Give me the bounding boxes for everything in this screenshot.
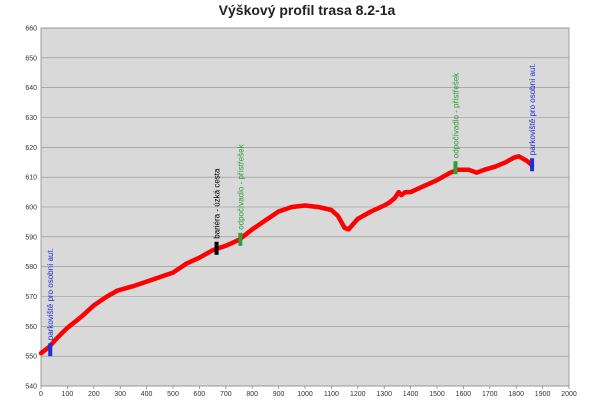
y-tick-label: 540 [25, 384, 37, 391]
y-axis-ticks: 540 550 560 570 580 590 600 610 620 630 640 650 660 [25, 26, 37, 391]
y-tick-label: 610 [25, 175, 37, 182]
waypoint-label: parkoviště pro osobní aut. [528, 63, 537, 155]
x-tick-label: 200 [88, 391, 100, 398]
waypoint-label: odpočívadlo - přístřešek [452, 72, 461, 158]
waypoint-marker [453, 161, 458, 175]
waypoint-marker [214, 241, 219, 255]
x-tick-label: 700 [220, 391, 232, 398]
x-tick-label: 1400 [403, 391, 419, 398]
y-tick-label: 580 [25, 264, 37, 271]
y-tick-label: 600 [25, 205, 37, 212]
annotations-layer: parkoviště pro osobní aut. bariéra - úzká… [46, 63, 537, 357]
y-tick-label: 620 [25, 145, 37, 152]
x-tick-label: 400 [141, 391, 153, 398]
y-tick-label: 550 [25, 354, 37, 361]
waypoint-label: odpočívadlo - přístřešek [236, 143, 245, 229]
x-tick-label: 1800 [508, 391, 524, 398]
waypoint-label: parkoviště pro osobní aut. [46, 248, 55, 340]
x-tick-label: 800 [246, 391, 258, 398]
series-layer [38, 154, 535, 356]
y-tick-label: 590 [25, 234, 37, 241]
y-tick-label: 640 [25, 85, 37, 92]
y-tick-label: 660 [25, 26, 37, 33]
y-tick-label: 570 [25, 294, 37, 301]
waypoint-marker [530, 158, 535, 172]
gridlines [41, 27, 569, 387]
waypoint-marker [48, 343, 53, 357]
waypoint-marker [238, 232, 243, 246]
y-tick-label: 650 [25, 55, 37, 62]
x-tick-label: 1200 [350, 391, 366, 398]
x-tick-label: 1100 [324, 391, 339, 398]
x-tick-label: 300 [114, 391, 126, 398]
elevation-line [38, 154, 535, 356]
waypoint-label: bariéra - úzká cesta [213, 168, 222, 239]
x-tick-label: 1500 [429, 391, 445, 398]
y-tick-label: 560 [25, 324, 37, 331]
x-tick-label: 1300 [376, 391, 392, 398]
chart-title: Výškový profil trasa 8.2-1a [219, 2, 396, 18]
x-tick-label: 900 [273, 391, 285, 398]
x-tick-label: 1600 [456, 391, 472, 398]
x-tick-label: 500 [167, 391, 179, 398]
x-tick-label: 600 [194, 391, 206, 398]
x-tick-label: 2000 [561, 391, 577, 398]
x-tick-label: 1000 [297, 391, 313, 398]
x-tick-label: 100 [62, 391, 74, 398]
x-axis-ticks: 0 100 200 300 400 500 600 700 800 900 1000 1100 1200… [39, 386, 577, 398]
x-tick-label: 1900 [535, 391, 551, 398]
y-tick-label: 630 [25, 115, 37, 122]
x-tick-label: 0 [39, 391, 43, 398]
x-tick-label: 1700 [482, 391, 498, 398]
